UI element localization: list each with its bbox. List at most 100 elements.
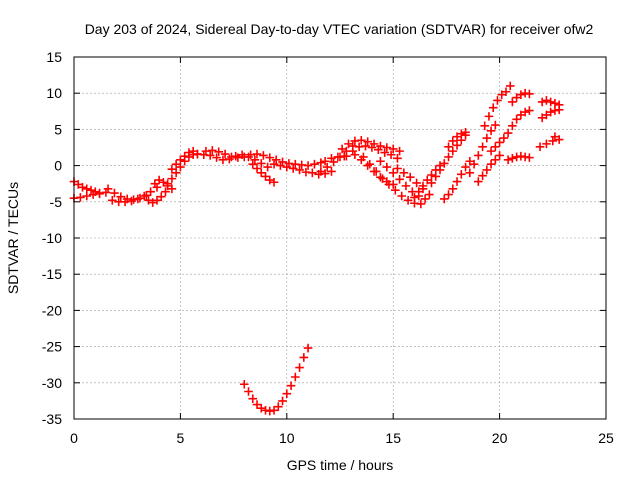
data-point bbox=[252, 149, 262, 159]
data-point bbox=[546, 107, 555, 117]
data-point bbox=[156, 192, 166, 202]
data-point bbox=[288, 164, 298, 173]
series-arc-w bbox=[427, 130, 470, 188]
y-tick-label: 0 bbox=[54, 158, 62, 174]
series-arc-ag bbox=[505, 81, 515, 91]
data-point bbox=[167, 184, 177, 194]
data-point bbox=[205, 151, 215, 160]
data-point bbox=[525, 89, 534, 99]
data-point bbox=[393, 154, 402, 163]
data-point bbox=[495, 151, 504, 160]
data-point bbox=[271, 155, 281, 165]
series-arc-ai bbox=[537, 105, 564, 123]
data-point bbox=[256, 159, 266, 168]
data-point bbox=[261, 172, 270, 181]
data-point bbox=[482, 165, 492, 175]
data-point bbox=[316, 167, 326, 176]
data-point bbox=[420, 194, 430, 204]
data-point bbox=[295, 363, 304, 372]
series-arc-h bbox=[167, 146, 198, 174]
data-point bbox=[448, 136, 458, 146]
data-point bbox=[382, 162, 392, 172]
data-point bbox=[365, 159, 375, 169]
data-point bbox=[82, 184, 92, 194]
data-point bbox=[416, 199, 426, 209]
data-point bbox=[486, 126, 496, 136]
data-point bbox=[146, 187, 155, 196]
data-point bbox=[376, 156, 385, 166]
x-tick-label: 15 bbox=[385, 430, 401, 446]
data-point bbox=[548, 136, 558, 146]
data-point bbox=[103, 184, 113, 194]
y-tick-label: -25 bbox=[42, 339, 62, 355]
y-tick-label: -35 bbox=[42, 411, 62, 427]
data-point bbox=[208, 146, 217, 155]
data-point bbox=[452, 177, 462, 186]
series-arc-m bbox=[278, 157, 326, 170]
data-point bbox=[263, 162, 272, 172]
data-point bbox=[139, 191, 149, 201]
data-point bbox=[214, 147, 224, 157]
data-point bbox=[322, 162, 332, 172]
data-point bbox=[554, 105, 564, 115]
series-arc-r bbox=[350, 150, 398, 189]
data-point bbox=[516, 90, 526, 99]
data-point bbox=[367, 143, 377, 152]
data-point bbox=[273, 402, 283, 411]
data-point bbox=[382, 143, 392, 152]
data-point bbox=[508, 97, 517, 107]
data-point bbox=[508, 154, 517, 163]
data-point bbox=[76, 193, 85, 202]
data-point bbox=[503, 128, 513, 138]
data-point bbox=[399, 168, 409, 178]
data-point bbox=[488, 103, 498, 112]
data-point bbox=[310, 159, 319, 169]
data-point bbox=[171, 159, 181, 169]
data-point bbox=[439, 159, 449, 168]
data-point bbox=[282, 389, 292, 398]
data-point bbox=[150, 179, 160, 188]
data-point bbox=[501, 87, 511, 97]
data-point bbox=[239, 379, 249, 389]
data-point bbox=[380, 148, 389, 157]
data-point bbox=[486, 159, 496, 169]
data-point bbox=[384, 180, 394, 189]
data-point bbox=[259, 151, 268, 160]
data-point bbox=[444, 190, 453, 199]
data-point bbox=[359, 152, 368, 162]
data-point bbox=[386, 150, 396, 160]
data-point bbox=[371, 167, 381, 176]
data-point bbox=[133, 194, 143, 204]
data-point bbox=[546, 97, 555, 107]
data-point bbox=[427, 178, 436, 188]
y-tick-label: -15 bbox=[42, 266, 62, 282]
data-point bbox=[171, 168, 181, 178]
data-point bbox=[252, 164, 262, 173]
data-point bbox=[469, 159, 479, 169]
data-point bbox=[374, 145, 383, 154]
data-point bbox=[388, 144, 398, 154]
data-point bbox=[410, 193, 419, 202]
data-point bbox=[95, 189, 104, 199]
series-arc-x bbox=[439, 156, 475, 204]
data-point bbox=[378, 174, 387, 183]
data-point bbox=[456, 169, 466, 179]
data-point bbox=[520, 107, 530, 117]
data-point bbox=[550, 99, 560, 108]
data-point bbox=[269, 177, 279, 187]
data-point bbox=[403, 196, 413, 205]
data-point bbox=[491, 155, 500, 165]
series-arc-e bbox=[144, 187, 170, 207]
data-point bbox=[239, 152, 249, 162]
data-point bbox=[480, 121, 490, 131]
data-point bbox=[444, 152, 453, 162]
series-arc-z bbox=[465, 120, 500, 178]
data-point bbox=[448, 146, 458, 156]
data-point bbox=[491, 142, 500, 152]
data-point bbox=[167, 174, 177, 183]
data-point bbox=[244, 387, 253, 396]
data-point bbox=[269, 159, 279, 169]
data-point bbox=[82, 191, 92, 201]
x-tick-label: 0 bbox=[70, 430, 78, 446]
